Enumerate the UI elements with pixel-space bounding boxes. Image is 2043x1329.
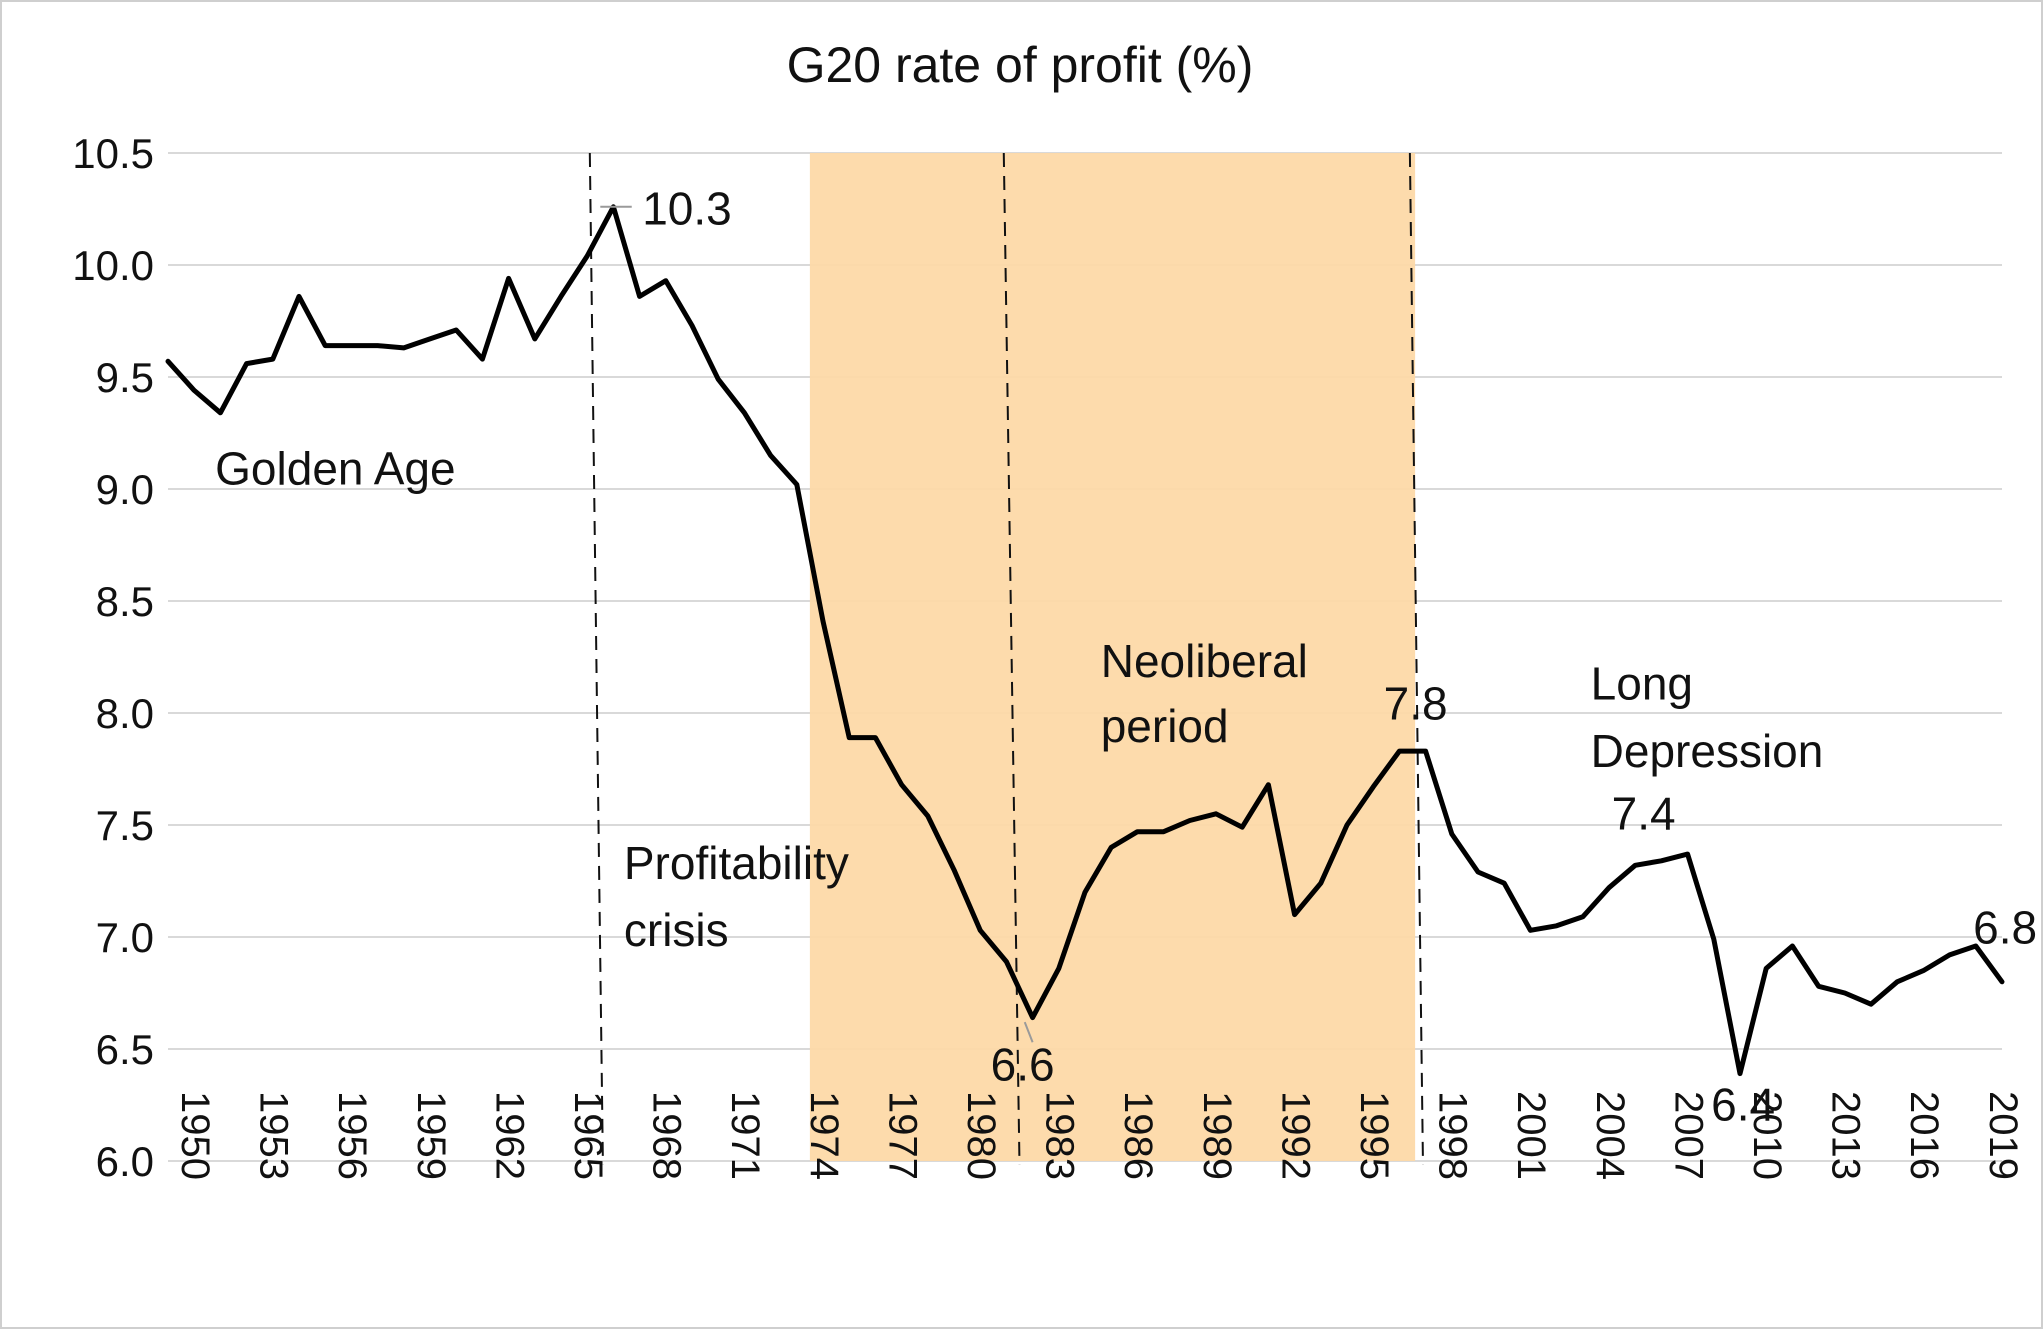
annotation-label: Profitability — [624, 837, 849, 889]
x-tick-label: 1971 — [723, 1091, 767, 1180]
y-tick-label: 10.5 — [72, 130, 154, 177]
shaded-period — [809, 153, 1416, 1161]
annotations: 10.3 Golden Age Profitability crisis Neolibe… — [215, 183, 2037, 1131]
x-tick-label: 1983 — [1038, 1091, 1082, 1180]
x-tick-label: 2004 — [1588, 1091, 1632, 1180]
annotation-label: Long — [1591, 658, 1693, 710]
shaded-region — [809, 153, 1416, 1161]
x-tick-label: 1992 — [1273, 1091, 1317, 1180]
x-tick-label: 2007 — [1666, 1091, 1710, 1180]
leader-lines — [600, 205, 1034, 1043]
annotation-label: 7.4 — [1612, 787, 1676, 839]
y-tick-label: 7.5 — [96, 802, 154, 849]
y-tick-label: 7.0 — [96, 914, 154, 961]
annotation-label: 10.3 — [642, 183, 732, 235]
x-tick-label: 1953 — [252, 1091, 296, 1180]
x-tick-label: 1950 — [173, 1091, 217, 1180]
y-tick-label: 8.5 — [96, 578, 154, 625]
y-tick-label: 9.0 — [96, 466, 154, 513]
y-tick-label: 9.5 — [96, 354, 154, 401]
y-tick-label: 8.0 — [96, 690, 154, 737]
x-tick-label: 1974 — [802, 1091, 846, 1180]
x-axis-tick-labels: 1950 1953 1956 1959 1962 1965 1968 1971 1974 1977… — [173, 1091, 2025, 1180]
y-tick-label: 10.0 — [72, 242, 154, 289]
annotation-label: Neoliberal — [1101, 635, 1308, 687]
period-divider-line — [1002, 152, 1021, 1166]
annotation-label: 6.8 — [1973, 902, 2037, 954]
x-tick-label: 1989 — [1195, 1091, 1239, 1180]
x-tick-label: 1977 — [880, 1091, 924, 1180]
annotation-label: Golden Age — [215, 443, 455, 495]
x-tick-label: 1956 — [330, 1091, 374, 1180]
x-tick-label: 1962 — [487, 1091, 531, 1180]
x-tick-label: 1998 — [1431, 1091, 1475, 1180]
x-tick-label: 2016 — [1902, 1091, 1946, 1180]
x-tick-label: 2010 — [1745, 1091, 1789, 1180]
x-tick-label: 2013 — [1824, 1091, 1868, 1180]
x-tick-label: 1980 — [959, 1091, 1003, 1180]
annotation-label: period — [1101, 700, 1229, 752]
x-tick-label: 2001 — [1509, 1091, 1553, 1180]
series-lines — [165, 204, 2005, 1077]
period-divider-lines — [588, 152, 1424, 1166]
x-tick-label: 1965 — [566, 1091, 610, 1180]
x-tick-label: 1995 — [1352, 1091, 1396, 1180]
series-line — [165, 204, 2005, 1077]
y-tick-label: 6.0 — [96, 1138, 154, 1185]
x-tick-label: 1968 — [645, 1091, 689, 1180]
period-divider-line — [1408, 152, 1424, 1166]
x-tick-label: 1986 — [1116, 1091, 1160, 1180]
annotation-label: crisis — [624, 904, 729, 956]
period-divider-line — [588, 152, 604, 1166]
annotation-label: 6.6 — [991, 1038, 1055, 1090]
annotation-label: 6.4 — [1711, 1079, 1775, 1131]
leader-line — [1023, 1021, 1034, 1043]
annotation-label: Depression — [1591, 725, 1824, 777]
y-axis-tick-labels: 6.0 6.5 7.0 7.5 8.0 8.5 9.0 9.5 10.0 10.5 — [72, 130, 154, 1185]
y-tick-label: 6.5 — [96, 1026, 154, 1073]
chart-title: G20 rate of profit (%) — [787, 37, 1254, 93]
annotation-label: 7.8 — [1384, 678, 1448, 730]
x-tick-label: 2019 — [1981, 1091, 2025, 1180]
x-tick-label: 1959 — [409, 1091, 453, 1180]
